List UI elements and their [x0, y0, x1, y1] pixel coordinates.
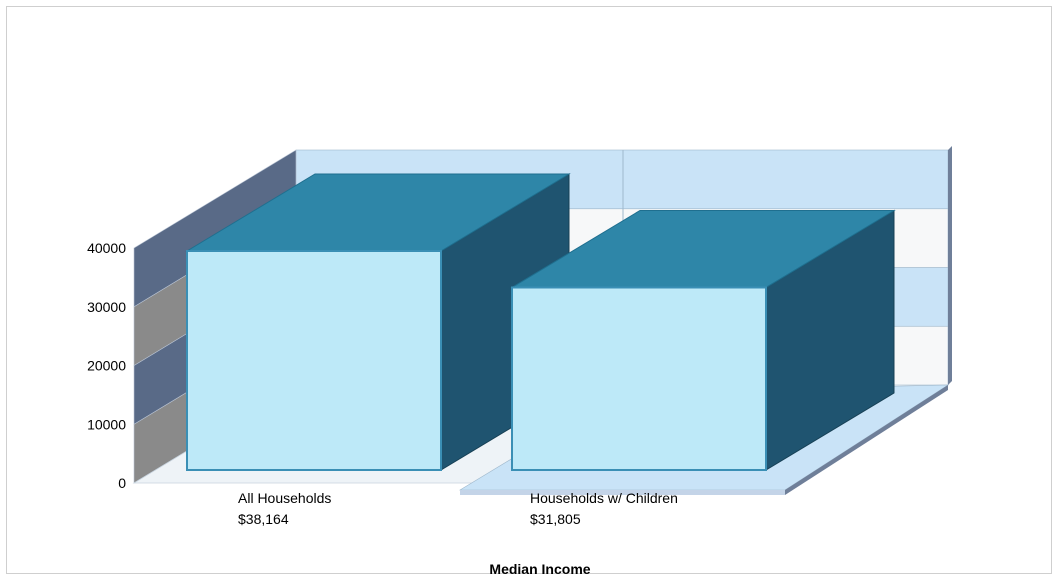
category-label: Households w/ Children	[530, 490, 678, 506]
y-tick-label: 40000	[87, 240, 126, 256]
y-axis-ticks: 0 10000 20000 30000 40000	[87, 240, 126, 491]
bar-front	[186, 250, 442, 471]
floor-panel-front	[460, 490, 785, 495]
bar	[510, 209, 896, 472]
x-axis-title: Median Income	[489, 561, 590, 577]
back-wall-edge	[948, 146, 952, 385]
y-tick-label: 30000	[87, 299, 126, 315]
y-tick-label: 0	[118, 475, 126, 491]
x-axis-labels: All Households $38,164 Households w/ Child…	[238, 490, 678, 527]
y-tick-label: 10000	[87, 416, 126, 432]
y-tick-label: 20000	[87, 358, 126, 374]
floor-panel-side	[785, 385, 948, 495]
chart-bars	[185, 173, 896, 472]
category-label: All Households	[238, 490, 331, 506]
value-label: $38,164	[238, 511, 289, 527]
value-label: $31,805	[530, 511, 581, 527]
bar-front	[511, 286, 767, 472]
